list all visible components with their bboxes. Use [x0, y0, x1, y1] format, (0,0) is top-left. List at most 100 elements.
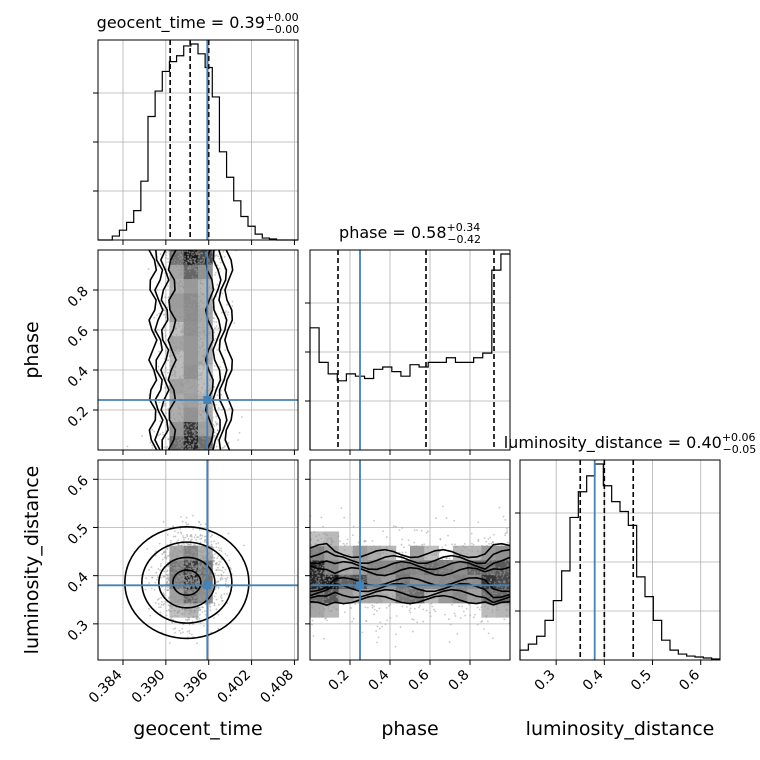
- sample-point: [471, 545, 474, 548]
- sample-point: [182, 267, 185, 270]
- sample-point: [204, 539, 206, 542]
- sample-point: [449, 623, 452, 626]
- sample-point: [202, 556, 205, 559]
- sample-point: [204, 315, 207, 318]
- sample-point: [188, 409, 191, 412]
- sample-point: [182, 574, 185, 577]
- sample-point: [488, 560, 490, 563]
- sample-point: [494, 592, 496, 595]
- sample-point: [186, 326, 189, 329]
- sample-point: [178, 325, 181, 328]
- sample-point: [484, 594, 487, 596]
- sample-point: [187, 286, 189, 289]
- sample-point: [376, 641, 379, 644]
- sample-point: [146, 548, 149, 550]
- sample-point: [209, 407, 211, 410]
- sample-point: [189, 330, 192, 333]
- sample-point: [195, 433, 198, 436]
- sample-point: [193, 588, 196, 591]
- contour-line: [172, 569, 202, 597]
- sample-point: [155, 578, 158, 581]
- sample-point: [486, 595, 489, 598]
- sample-point: [461, 549, 464, 552]
- sample-point: [480, 621, 483, 623]
- sample-point: [178, 562, 181, 564]
- sample-point: [203, 357, 206, 359]
- sample-point: [182, 565, 185, 568]
- sample-point: [226, 313, 229, 316]
- sample-point: [437, 561, 439, 564]
- sample-point: [211, 587, 213, 590]
- sample-point: [188, 586, 191, 589]
- sample-point: [215, 325, 218, 327]
- sample-point: [471, 550, 474, 553]
- sample-point: [185, 331, 188, 333]
- sample-point: [210, 264, 213, 267]
- sample-point: [188, 437, 191, 440]
- sample-point: [215, 415, 218, 418]
- sample-point: [210, 251, 213, 254]
- sample-point: [434, 579, 437, 582]
- sample-point: [220, 550, 223, 552]
- sample-point: [470, 599, 473, 602]
- sample-point: [318, 559, 321, 562]
- sample-point: [317, 580, 320, 582]
- sample-point: [373, 519, 375, 522]
- sample-point: [197, 331, 200, 334]
- sample-point: [346, 570, 349, 572]
- sample-point: [194, 286, 196, 288]
- sample-point: [431, 577, 434, 580]
- sample-point: [190, 535, 193, 538]
- sample-point: [193, 536, 196, 539]
- sample-point: [189, 412, 192, 415]
- sample-point: [397, 572, 400, 575]
- sample-point: [202, 256, 205, 259]
- sample-point: [388, 571, 391, 574]
- diag-panel-phase: [309, 250, 510, 450]
- sample-point: [202, 326, 205, 329]
- sample-point: [386, 568, 389, 571]
- sample-point: [370, 559, 373, 562]
- sample-point: [199, 268, 202, 270]
- sample-point: [396, 577, 399, 580]
- sample-point: [191, 321, 194, 324]
- sample-point: [489, 553, 491, 555]
- sample-point: [423, 543, 426, 546]
- sample-point: [187, 581, 190, 583]
- sample-point: [413, 541, 416, 544]
- sample-point: [202, 364, 205, 367]
- sample-point: [504, 518, 507, 521]
- sample-point: [186, 414, 189, 417]
- sample-point: [444, 570, 447, 573]
- sample-point: [454, 586, 456, 589]
- sample-point: [202, 261, 205, 264]
- sample-point: [183, 286, 185, 289]
- sample-point: [197, 384, 200, 386]
- sample-point: [194, 396, 197, 399]
- sample-point: [171, 564, 174, 566]
- sample-point: [193, 596, 196, 598]
- sample-point: [496, 554, 498, 557]
- sample-point: [189, 298, 192, 301]
- sample-point: [157, 264, 160, 267]
- density-cell: [495, 560, 510, 575]
- sample-point: [469, 579, 472, 582]
- sample-point: [209, 436, 211, 439]
- sample-point: [189, 359, 191, 362]
- sample-point: [498, 566, 501, 569]
- sample-point: [192, 332, 195, 334]
- sample-point: [215, 445, 218, 448]
- sample-point: [176, 393, 179, 396]
- sample-point: [441, 569, 443, 572]
- sample-point: [507, 580, 510, 583]
- sample-point: [195, 268, 198, 271]
- sample-point: [438, 599, 440, 602]
- sample-point: [185, 574, 188, 577]
- sample-point: [178, 377, 181, 380]
- sample-point: [399, 579, 402, 582]
- sample-point: [355, 576, 358, 579]
- sample-point: [150, 566, 153, 568]
- sample-point: [398, 581, 401, 584]
- sample-point: [187, 266, 190, 269]
- sample-point: [203, 352, 206, 355]
